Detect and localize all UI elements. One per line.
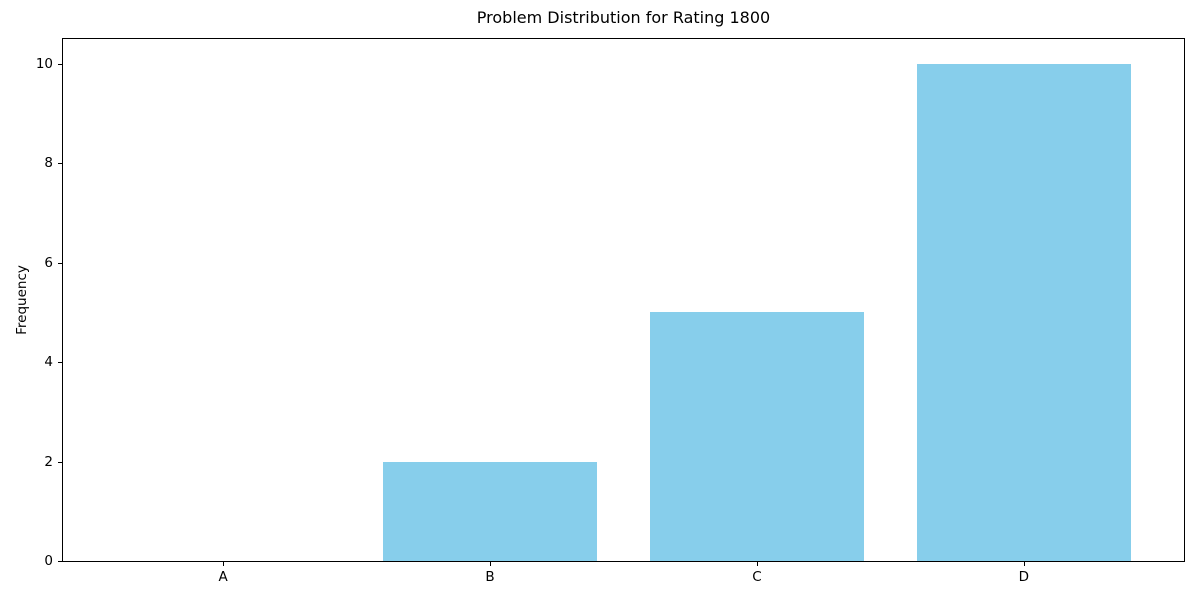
y-tick-0 xyxy=(58,561,62,562)
x-tick-C xyxy=(756,562,758,566)
y-tick-6 xyxy=(58,262,62,264)
y-tick-label-2: 2 xyxy=(44,453,53,470)
y-axis-label: Frequency xyxy=(14,265,30,335)
x-tick-D xyxy=(1023,562,1025,566)
y-tick-label-6: 6 xyxy=(44,254,53,271)
x-tick-label-B: B xyxy=(485,569,495,585)
y-tick-label-8: 8 xyxy=(44,155,53,172)
y-tick-label-4: 4 xyxy=(44,354,53,371)
y-tick-label-0: 0 xyxy=(44,553,53,569)
y-tick-4 xyxy=(58,362,62,364)
x-tick-B xyxy=(490,562,492,566)
y-tick-label-10: 10 xyxy=(35,55,53,72)
x-tick-label-A: A xyxy=(218,569,228,585)
y-tick-10 xyxy=(58,63,62,65)
bar-C xyxy=(650,312,864,561)
y-tick-8 xyxy=(58,163,62,165)
bar-B xyxy=(383,461,597,561)
y-tick-2 xyxy=(58,461,62,463)
x-tick-label-D: D xyxy=(1018,569,1030,585)
x-tick-A xyxy=(223,562,225,566)
chart-title: Problem Distribution for Rating 1800 xyxy=(476,8,771,27)
bar-D xyxy=(917,63,1131,561)
x-tick-label-C: C xyxy=(752,569,762,585)
plot-area: 0 2 4 6 8 10 A B C D xyxy=(36,38,1185,585)
